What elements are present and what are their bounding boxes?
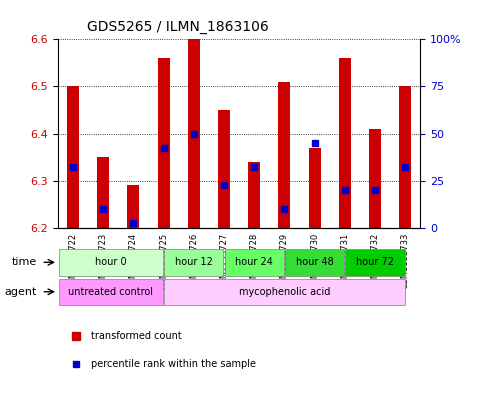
Bar bbox=[309, 148, 321, 228]
Text: mycophenolic acid: mycophenolic acid bbox=[239, 287, 330, 297]
Text: hour 24: hour 24 bbox=[235, 257, 273, 267]
Text: hour 72: hour 72 bbox=[356, 257, 394, 267]
Text: hour 12: hour 12 bbox=[175, 257, 213, 267]
Text: agent: agent bbox=[4, 287, 37, 297]
Bar bbox=[278, 82, 290, 228]
Bar bbox=[67, 86, 79, 228]
Text: time: time bbox=[12, 257, 37, 267]
Bar bbox=[218, 110, 230, 228]
Bar bbox=[369, 129, 381, 228]
Bar bbox=[399, 86, 411, 228]
Bar bbox=[157, 58, 170, 228]
Text: GDS5265 / ILMN_1863106: GDS5265 / ILMN_1863106 bbox=[87, 20, 269, 34]
Bar bbox=[339, 58, 351, 228]
FancyBboxPatch shape bbox=[58, 279, 163, 305]
FancyBboxPatch shape bbox=[164, 249, 224, 275]
Bar bbox=[248, 162, 260, 228]
Text: percentile rank within the sample: percentile rank within the sample bbox=[91, 359, 256, 369]
FancyBboxPatch shape bbox=[164, 279, 405, 305]
Bar bbox=[97, 157, 109, 228]
Text: hour 48: hour 48 bbox=[296, 257, 333, 267]
Text: untreated control: untreated control bbox=[68, 287, 153, 297]
Text: transformed count: transformed count bbox=[91, 331, 181, 341]
Bar bbox=[188, 39, 200, 228]
Bar bbox=[128, 185, 140, 228]
FancyBboxPatch shape bbox=[345, 249, 405, 275]
FancyBboxPatch shape bbox=[58, 249, 163, 275]
FancyBboxPatch shape bbox=[225, 249, 284, 275]
Text: hour 0: hour 0 bbox=[95, 257, 127, 267]
FancyBboxPatch shape bbox=[285, 249, 344, 275]
